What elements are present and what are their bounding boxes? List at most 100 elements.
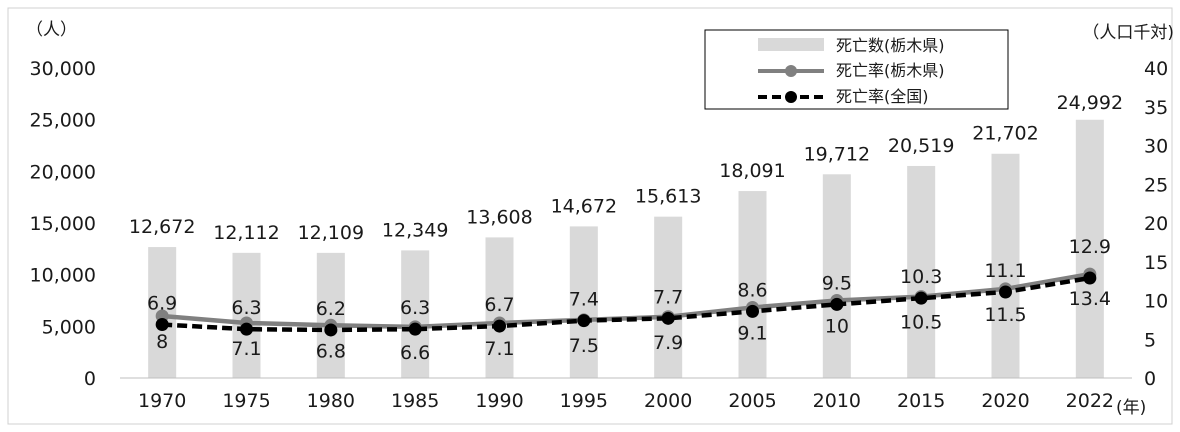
x-tick-label: 1980 <box>307 390 355 412</box>
y-left-unit: （人） <box>26 20 77 40</box>
label-deaths-2022: 24,992 <box>1057 92 1123 114</box>
marker-national-rate-1980 <box>324 323 338 337</box>
label-tochigi-rate-2020: 11.5 <box>984 304 1026 326</box>
y-right-tick-label: 15 <box>1144 252 1168 274</box>
label-deaths-1990: 13,608 <box>466 206 532 228</box>
x-tick-label: 2010 <box>813 390 861 412</box>
y-right-tick-label: 35 <box>1144 97 1168 119</box>
x-tick-label: 1970 <box>138 390 186 412</box>
y-right-unit: （人口千対) <box>1082 23 1174 43</box>
label-deaths-2015: 20,519 <box>888 135 954 157</box>
x-tick-label: 1975 <box>222 390 270 412</box>
label-national-rate-1980: 6.2 <box>316 298 346 320</box>
label-tochigi-rate-2022: 13.4 <box>1069 288 1111 310</box>
label-national-rate-1970: 6.9 <box>147 293 177 315</box>
label-tochigi-rate-1990: 7.1 <box>484 338 514 360</box>
y-right-tick-label: 40 <box>1144 58 1168 80</box>
y-left-tick-label: 15,000 <box>30 213 96 235</box>
marker-national-rate-2022 <box>1083 271 1097 285</box>
x-tick-label: 2022 <box>1066 390 1114 412</box>
label-deaths-2005: 18,091 <box>719 160 785 182</box>
legend-bar-swatch <box>758 38 824 51</box>
label-national-rate-1985: 6.3 <box>400 297 430 319</box>
legend-national-marker <box>785 91 797 103</box>
label-tochigi-rate-2005: 9.1 <box>737 322 767 344</box>
label-tochigi-rate-1970: 8 <box>156 331 168 353</box>
y-left-tick-label: 10,000 <box>30 265 96 287</box>
label-deaths-1980: 12,109 <box>298 222 364 244</box>
label-deaths-2020: 21,702 <box>972 123 1038 145</box>
legend-tochigi-marker <box>785 65 797 77</box>
marker-national-rate-1970 <box>155 318 169 332</box>
label-national-rate-1975: 6.3 <box>231 297 261 319</box>
y-right-tick-label: 0 <box>1144 368 1156 390</box>
bar-deaths-1980 <box>316 252 345 378</box>
label-tochigi-rate-1975: 7.1 <box>231 338 261 360</box>
marker-national-rate-1990 <box>493 319 506 333</box>
y-right-axis: 0 5 10 15 20 25 30 35 40 <box>1144 58 1168 390</box>
y-right-tick-label: 25 <box>1144 174 1168 196</box>
legend-box <box>704 29 1009 110</box>
label-tochigi-rate-1985: 6.6 <box>400 342 430 364</box>
label-tochigi-rate-1980: 6.8 <box>316 340 346 362</box>
label-deaths-1985: 12,349 <box>382 219 448 241</box>
line-series <box>155 267 1097 337</box>
x-tick-label: 1990 <box>475 390 523 412</box>
y-left-tick-label: 30,000 <box>30 58 96 80</box>
y-right-tick-label: 20 <box>1144 213 1168 235</box>
bar-deaths-2010 <box>822 174 851 378</box>
label-tochigi-rate-2010: 10 <box>825 316 849 338</box>
marker-national-rate-1985 <box>408 322 422 336</box>
legend: 死亡数(栃木県) 死亡率(栃木県) 死亡率(全国) <box>704 29 1009 110</box>
x-tick-label: 1995 <box>560 390 608 412</box>
x-tick-label: 2020 <box>981 390 1029 412</box>
line-national-rate <box>162 275 1091 333</box>
bar-deaths-2015 <box>907 165 936 378</box>
x-tick-label: 2015 <box>897 390 945 412</box>
y-right-tick-label: 10 <box>1144 291 1168 313</box>
label-national-rate-2022: 12.9 <box>1069 236 1111 258</box>
marker-national-rate-2020 <box>999 285 1012 299</box>
x-axis: 1970 1975 1980 1985 1990 1995 2000 2005 2010 2015… <box>138 390 1114 412</box>
label-national-rate-2000: 7.7 <box>653 286 683 308</box>
y-left-tick-label: 20,000 <box>30 161 96 183</box>
legend-label-deaths: 死亡数(栃木県) <box>836 36 945 55</box>
data-labels: 12,672 12,112 12,109 12,349 13,608 14,672 15,6… <box>129 92 1123 364</box>
label-tochigi-rate-2000: 7.9 <box>653 332 683 354</box>
bar-series <box>148 119 1104 379</box>
bar-deaths-2000 <box>654 216 683 378</box>
label-deaths-2010: 19,712 <box>804 143 870 165</box>
label-national-rate-1995: 7.4 <box>569 289 599 311</box>
bar-deaths-2022 <box>1075 119 1104 379</box>
label-national-rate-2020: 11.1 <box>984 260 1026 282</box>
marker-national-rate-1975 <box>240 322 253 336</box>
x-unit: (年) <box>1116 398 1146 418</box>
label-national-rate-2015: 10.3 <box>900 266 942 288</box>
label-deaths-1970: 12,672 <box>129 216 195 238</box>
label-national-rate-2005: 8.6 <box>737 279 767 301</box>
label-national-rate-1990: 6.7 <box>484 294 514 316</box>
label-deaths-2000: 15,613 <box>635 186 701 208</box>
label-tochigi-rate-1995: 7.5 <box>569 335 599 357</box>
marker-national-rate-2000 <box>661 311 675 325</box>
y-right-tick-label: 30 <box>1144 136 1168 158</box>
y-right-tick-label: 5 <box>1144 329 1156 351</box>
label-deaths-1975: 12,112 <box>213 222 279 244</box>
bar-deaths-1975 <box>232 252 261 378</box>
x-tick-label: 1985 <box>391 390 439 412</box>
x-tick-label: 2000 <box>644 390 692 412</box>
y-left-tick-label: 0 <box>84 368 96 390</box>
legend-label-national-rate: 死亡率(全国) <box>836 87 929 106</box>
label-tochigi-rate-2015: 10.5 <box>900 312 942 334</box>
y-left-axis: 0 5,000 10,000 15,000 20,000 25,000 30,000 <box>30 58 96 390</box>
bar-deaths-2005 <box>738 191 767 378</box>
bar-deaths-2020 <box>991 153 1020 378</box>
x-tick-label: 2005 <box>728 390 776 412</box>
y-left-tick-label: 5,000 <box>42 316 96 338</box>
marker-national-rate-2015 <box>914 291 928 305</box>
marker-national-rate-1995 <box>577 314 591 328</box>
marker-national-rate-2005 <box>746 304 759 318</box>
bar-deaths-1985 <box>401 250 430 378</box>
bar-deaths-1995 <box>569 226 598 378</box>
